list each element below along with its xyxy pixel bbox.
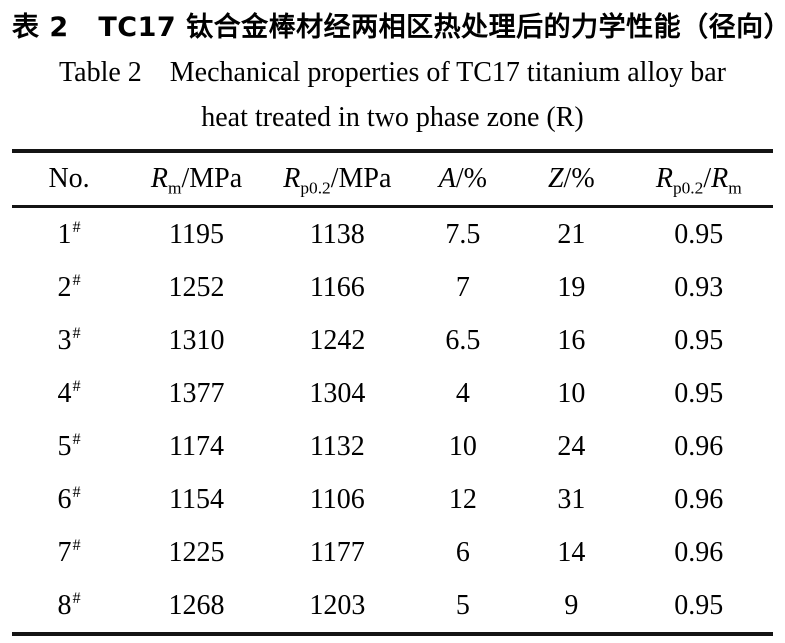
column-header-no: No. <box>48 163 90 194</box>
row-number-cell: 5# <box>12 420 126 473</box>
table-row: 8# 1268 1203 5 9 0.95 <box>12 579 773 634</box>
hash-superscript: # <box>72 377 81 396</box>
value-cell: 0.95 <box>674 324 724 356</box>
table-header-row: No. Rm/MPa Rp0.2/MPa A/% Z/% Rp0.2/Rm <box>12 151 773 207</box>
mechanical-properties-table: No. Rm/MPa Rp0.2/MPa A/% Z/% Rp0.2/Rm 1# 1195 1… <box>12 149 773 636</box>
value-cell: 19 <box>557 271 586 303</box>
value-cell: 6.5 <box>445 324 481 356</box>
table-title-english-line1: Table 2 Mechanical properties of TC17 ti… <box>59 57 726 88</box>
row-number-cell: 1# <box>12 207 126 262</box>
row-number-cell: 8# <box>12 579 126 634</box>
table-head: No. Rm/MPa Rp0.2/MPa A/% Z/% Rp0.2/Rm <box>12 151 773 207</box>
value-cell: 0.96 <box>674 536 724 568</box>
hash-superscript: # <box>72 430 81 449</box>
value-cell: 12 <box>448 483 477 515</box>
hash-superscript: # <box>72 271 81 290</box>
row-number: 4 <box>57 377 72 409</box>
table-row: 5# 1174 1132 10 24 0.96 <box>12 420 773 473</box>
value-cell: 1195 <box>169 218 225 250</box>
hash-superscript: # <box>72 536 81 555</box>
value-cell: 1154 <box>169 483 225 515</box>
value-cell: 1132 <box>309 430 365 462</box>
row-number: 7 <box>57 536 72 568</box>
value-cell: 1377 <box>168 377 225 409</box>
value-cell: 14 <box>557 536 586 568</box>
row-number: 1 <box>57 218 72 250</box>
row-number-cell: 7# <box>12 526 126 579</box>
value-cell: 1174 <box>169 430 225 462</box>
value-cell: 16 <box>557 324 586 356</box>
row-number: 8 <box>57 589 72 621</box>
value-cell: 1304 <box>309 377 366 409</box>
column-header-rp02: Rp0.2/MPa <box>283 163 392 198</box>
value-cell: 1138 <box>309 218 365 250</box>
column-header-ratio: Rp0.2/Rm <box>655 163 742 198</box>
value-cell: 1225 <box>168 536 225 568</box>
table-title-chinese: 表 2 TC17 钛合金棒材经两相区热处理后的力学性能（径向） <box>12 12 785 43</box>
table-row: 3# 1310 1242 6.5 16 0.95 <box>12 314 773 367</box>
hash-superscript: # <box>72 324 81 343</box>
value-cell: 7 <box>455 271 470 303</box>
value-cell: 31 <box>557 483 586 515</box>
value-cell: 9 <box>564 589 579 621</box>
row-number: 5 <box>57 430 72 462</box>
hash-superscript: # <box>72 483 81 502</box>
value-cell: 24 <box>557 430 586 462</box>
table-title-english-line2: heat treated in two phase zone (R) <box>201 102 584 133</box>
value-cell: 4 <box>455 377 470 409</box>
value-cell: 10 <box>448 430 477 462</box>
value-cell: 6 <box>455 536 470 568</box>
value-cell: 5 <box>455 589 470 621</box>
hash-superscript: # <box>72 218 81 237</box>
row-number: 3 <box>57 324 72 356</box>
value-cell: 1252 <box>168 271 225 303</box>
hash-superscript: # <box>72 589 81 608</box>
row-number-cell: 6# <box>12 473 126 526</box>
value-cell: 21 <box>557 218 586 250</box>
value-cell: 0.96 <box>674 430 724 462</box>
row-number: 2 <box>57 271 72 303</box>
value-cell: 1166 <box>309 271 365 303</box>
value-cell: 1242 <box>309 324 366 356</box>
row-number-cell: 2# <box>12 261 126 314</box>
value-cell: 0.95 <box>674 377 724 409</box>
value-cell: 1203 <box>309 589 366 621</box>
row-number-cell: 3# <box>12 314 126 367</box>
column-header-z: Z/% <box>547 163 595 194</box>
row-number: 6 <box>57 483 72 515</box>
value-cell: 1106 <box>309 483 365 515</box>
value-cell: 1268 <box>168 589 225 621</box>
value-cell: 0.95 <box>674 589 724 621</box>
table-row: 1# 1195 1138 7.5 21 0.95 <box>12 207 773 262</box>
value-cell: 0.96 <box>674 483 724 515</box>
value-cell: 7.5 <box>445 218 481 250</box>
row-number-cell: 4# <box>12 367 126 420</box>
column-header-a: A/% <box>438 163 487 194</box>
table-row: 2# 1252 1166 7 19 0.93 <box>12 261 773 314</box>
table-row: 4# 1377 1304 4 10 0.95 <box>12 367 773 420</box>
column-header-rm: Rm/MPa <box>150 163 243 198</box>
value-cell: 1310 <box>168 324 225 356</box>
value-cell: 0.95 <box>674 218 724 250</box>
value-cell: 0.93 <box>674 271 724 303</box>
value-cell: 1177 <box>309 536 365 568</box>
table-body: 1# 1195 1138 7.5 21 0.95 2# 1252 1166 7 19 0.93 3# 13… <box>12 207 773 635</box>
value-cell: 10 <box>557 377 586 409</box>
table-row: 6# 1154 1106 12 31 0.96 <box>12 473 773 526</box>
table-row: 7# 1225 1177 6 14 0.96 <box>12 526 773 579</box>
